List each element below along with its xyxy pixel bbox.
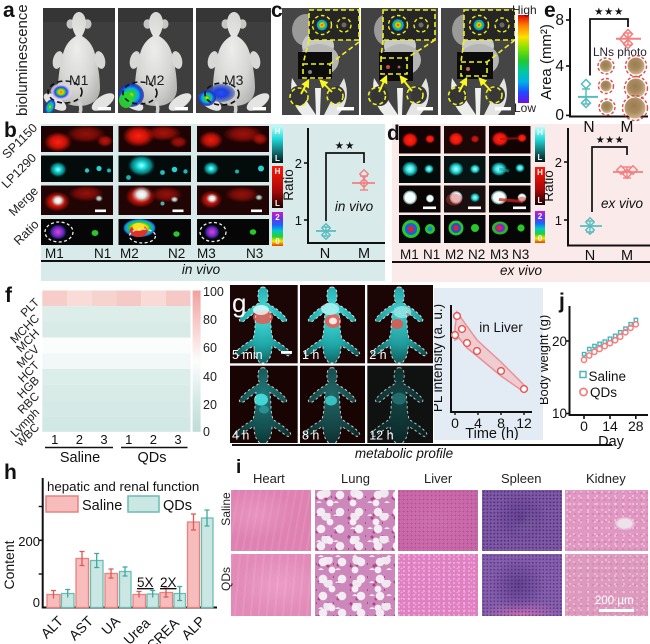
svg-text:ex vivo: ex vivo	[601, 196, 644, 211]
svg-text:5X: 5X	[137, 575, 154, 590]
svg-text:UA: UA	[98, 612, 124, 638]
svg-text:100: 100	[203, 286, 224, 299]
svg-text:3: 3	[174, 432, 181, 447]
svg-text:20: 20	[203, 398, 217, 412]
svg-text:28: 28	[628, 418, 644, 434]
svg-text:Area (mm²): Area (mm²)	[540, 24, 555, 100]
svg-text:0: 0	[203, 425, 210, 439]
svg-text:ALT: ALT	[37, 612, 66, 641]
svg-text:L: L	[538, 196, 543, 205]
svg-text:M: M	[358, 246, 370, 262]
svg-text:2: 2	[538, 212, 543, 221]
svg-text:QDs: QDs	[138, 450, 167, 466]
svg-text:N: N	[320, 246, 330, 262]
svg-text:M3: M3	[224, 72, 244, 88]
svg-text:Ratio: Ratio	[544, 170, 556, 202]
svg-text:40: 40	[203, 370, 217, 384]
svg-text:M2: M2	[145, 72, 165, 88]
svg-text:Saline: Saline	[60, 450, 100, 466]
svg-text:2X: 2X	[160, 575, 177, 590]
svg-text:14: 14	[602, 418, 618, 434]
svg-text:4 h: 4 h	[232, 429, 249, 443]
svg-text:H: H	[537, 168, 543, 177]
svg-text:4: 4	[474, 415, 482, 431]
svg-text:Body weight (g): Body weight (g)	[540, 315, 551, 405]
svg-text:2: 2	[150, 432, 157, 447]
svg-text:L: L	[275, 154, 280, 163]
svg-text:H: H	[275, 127, 281, 136]
svg-text:2: 2	[76, 432, 83, 447]
svg-text:2: 2	[555, 155, 562, 170]
svg-text:1: 1	[555, 213, 562, 228]
svg-text:8: 8	[497, 415, 505, 431]
svg-text:8: 8	[555, 12, 564, 29]
svg-text:Content: Content	[1, 540, 17, 589]
svg-text:M: M	[621, 119, 634, 135]
svg-text:Day: Day	[598, 434, 625, 450]
svg-text:Ratio: Ratio	[282, 169, 296, 201]
svg-text:1 h: 1 h	[302, 348, 319, 362]
svg-text:2: 2	[295, 156, 302, 171]
svg-text:8 h: 8 h	[302, 429, 319, 443]
svg-text:M: M	[621, 248, 633, 264]
svg-text:L: L	[538, 153, 543, 162]
svg-text:12 h: 12 h	[369, 429, 393, 443]
svg-text:in Liver: in Liver	[479, 320, 523, 335]
svg-text:in vivo: in vivo	[335, 199, 374, 214]
svg-text:AST: AST	[66, 612, 97, 643]
svg-text:Saline: Saline	[589, 369, 627, 384]
svg-text:60: 60	[203, 341, 217, 355]
svg-text:Saline: Saline	[82, 498, 122, 514]
svg-text:g: g	[232, 288, 246, 318]
svg-text:0: 0	[275, 237, 280, 246]
svg-text:L: L	[275, 199, 280, 208]
svg-text:5 min: 5 min	[232, 348, 263, 362]
svg-text:2 h: 2 h	[369, 348, 386, 362]
svg-text:0: 0	[580, 418, 588, 434]
svg-text:Time (h): Time (h)	[465, 426, 518, 440]
svg-text:10: 10	[552, 406, 567, 421]
svg-text:0: 0	[538, 234, 543, 243]
svg-text:QDs: QDs	[590, 385, 617, 400]
svg-text:LNs photo: LNs photo	[593, 45, 647, 59]
svg-text:0: 0	[33, 595, 40, 610]
svg-text:ALP: ALP	[178, 613, 208, 643]
svg-text:★★★: ★★★	[594, 6, 624, 18]
svg-text:80: 80	[203, 313, 217, 327]
svg-text:PL intensity (a. u.): PL intensity (a. u.)	[434, 304, 445, 412]
svg-text:H: H	[537, 128, 543, 137]
svg-text:1: 1	[51, 432, 58, 447]
svg-text:M1: M1	[69, 72, 89, 88]
svg-text:2: 2	[275, 213, 280, 222]
svg-text:1: 1	[295, 213, 302, 228]
svg-text:N: N	[585, 248, 595, 264]
svg-text:0: 0	[451, 415, 459, 431]
svg-text:4: 4	[555, 58, 564, 75]
svg-text:QDs: QDs	[163, 498, 192, 514]
svg-text:N: N	[583, 119, 594, 135]
svg-text:3: 3	[100, 432, 107, 447]
svg-text:0: 0	[555, 107, 564, 124]
svg-text:12: 12	[516, 415, 532, 431]
svg-text:★★: ★★	[335, 140, 356, 152]
svg-text:1: 1	[125, 432, 132, 447]
svg-text:hepatic and renal function: hepatic and renal function	[47, 479, 199, 494]
svg-text:★★★: ★★★	[596, 135, 624, 146]
svg-text:20: 20	[552, 334, 567, 349]
svg-text:H: H	[275, 167, 281, 176]
svg-text:200: 200	[18, 534, 40, 549]
